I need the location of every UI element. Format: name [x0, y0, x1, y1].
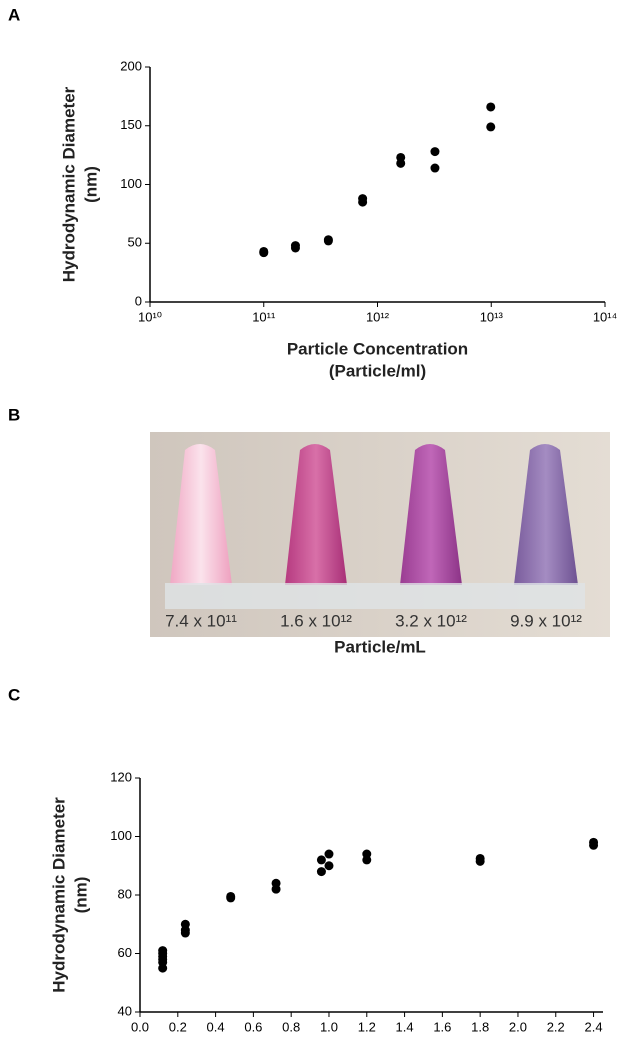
- point: [316, 855, 326, 865]
- point: [324, 849, 334, 859]
- tube-label: 9.9 x 10¹²: [510, 611, 582, 630]
- panel-letter: B: [8, 405, 20, 424]
- point: [396, 152, 406, 162]
- tube-label: 3.2 x 10¹²: [395, 611, 467, 630]
- x-tick-label: 10¹²: [366, 309, 390, 324]
- x-tick-label: 10¹¹: [252, 309, 276, 324]
- x-tick-label: 1.8: [471, 1019, 489, 1034]
- tube: [514, 444, 578, 585]
- x-tick-label: 0.0: [131, 1019, 149, 1034]
- x-axis-title: Particle Concentration: [287, 339, 468, 358]
- y-axis-title: Hydrodynamic Diameter: [59, 86, 78, 282]
- point: [358, 194, 368, 204]
- point: [589, 837, 599, 847]
- y-tick-label: 120: [110, 769, 132, 784]
- y-tick-label: 0: [135, 293, 142, 308]
- tube-label: 7.4 x 10¹¹: [165, 611, 237, 630]
- point: [486, 102, 496, 112]
- x-tick-label: 10¹⁴: [593, 309, 617, 324]
- y-axis-title: Hydrodynamic Diameter: [49, 797, 68, 993]
- x-tick-label: 0.8: [282, 1019, 300, 1034]
- y-tick-label: 50: [128, 235, 142, 250]
- photo: [150, 432, 610, 637]
- x-tick-label: 1.6: [433, 1019, 451, 1034]
- point: [324, 861, 334, 871]
- x-tick-label: 1.2: [358, 1019, 376, 1034]
- tube-bottoms: [165, 583, 585, 609]
- point: [226, 891, 236, 901]
- tube: [400, 444, 462, 585]
- y-tick-label: 40: [118, 1003, 132, 1018]
- panel-letter: C: [8, 685, 20, 704]
- y-axis-title: (nm): [71, 877, 90, 914]
- x-tick-label: 10¹⁰: [138, 309, 162, 324]
- y-axis-title: (nm): [81, 166, 100, 203]
- point: [323, 235, 333, 245]
- point: [430, 163, 440, 173]
- y-tick-label: 150: [120, 117, 142, 132]
- point: [316, 867, 326, 877]
- x-tick-label: 10¹³: [480, 309, 504, 324]
- panel-letter: A: [8, 5, 20, 24]
- y-tick-label: 100: [110, 828, 132, 843]
- x-tick-label: 1.0: [320, 1019, 338, 1034]
- point: [362, 849, 372, 859]
- y-tick-label: 80: [118, 886, 132, 901]
- x-tick-label: 0.4: [207, 1019, 225, 1034]
- photo-caption: Particle/mL: [334, 637, 426, 656]
- x-axis-title: (Particle/ml): [329, 361, 426, 380]
- point: [158, 946, 168, 956]
- x-tick-label: 2.4: [585, 1019, 603, 1034]
- point: [486, 122, 496, 132]
- x-tick-label: 2.0: [509, 1019, 527, 1034]
- y-tick-label: 200: [120, 58, 142, 73]
- point: [475, 853, 485, 863]
- x-tick-label: 1.4: [396, 1019, 414, 1034]
- tube-label: 1.6 x 10¹²: [280, 611, 352, 630]
- tube: [170, 444, 232, 585]
- point: [259, 246, 269, 256]
- y-tick-label: 60: [118, 945, 132, 960]
- point: [290, 241, 300, 251]
- x-tick-label: 0.6: [244, 1019, 262, 1034]
- tube: [285, 444, 347, 585]
- x-tick-label: 0.2: [169, 1019, 187, 1034]
- point: [271, 878, 281, 888]
- y-tick-label: 100: [120, 176, 142, 191]
- point: [430, 147, 440, 157]
- x-tick-label: 2.2: [547, 1019, 565, 1034]
- point: [180, 919, 190, 929]
